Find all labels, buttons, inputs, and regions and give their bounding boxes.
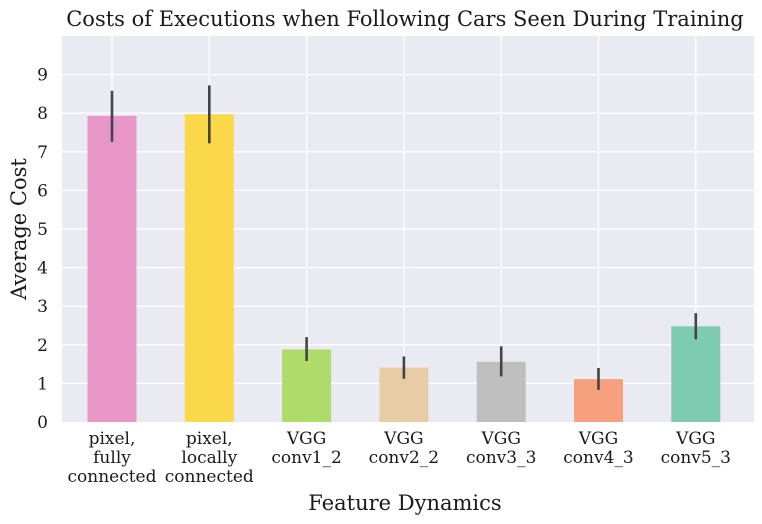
y-tick-label: 7 [37, 143, 48, 163]
x-tick-label-line: conv2_2 [369, 448, 439, 468]
x-tick-label-line: fully [93, 448, 131, 468]
y-tick-label: 6 [37, 181, 48, 201]
bars [87, 114, 721, 422]
y-tick-label: 8 [37, 104, 48, 124]
y-axis-title: Average Cost [7, 158, 31, 301]
x-tick-label-line: conv3_3 [466, 448, 536, 468]
x-tick-label: VGG conv1_2 [271, 429, 341, 468]
x-tick-label-line: conv5_3 [661, 448, 731, 468]
x-tick-label-line: VGG [675, 429, 715, 449]
y-tick-label: 0 [37, 413, 48, 433]
x-tick-label-line: locally [181, 448, 237, 468]
x-tick-label-line: pixel, [89, 429, 136, 449]
x-tick-label-line: conv1_2 [271, 448, 341, 468]
y-tick-label: 2 [37, 336, 48, 356]
x-axis-title: Feature Dynamics [308, 491, 501, 515]
y-tick-label: 3 [37, 297, 48, 317]
x-tick-label: VGG conv4_3 [563, 429, 633, 468]
x-tick-label-line: pixel, [186, 429, 233, 449]
y-tick-labels: 0 1 2 3 4 5 6 7 8 9 [37, 66, 48, 433]
x-tick-label-line: VGG [578, 429, 618, 449]
x-tick-label-line: connected [67, 467, 156, 487]
x-tick-label: VGG conv5_3 [661, 429, 731, 468]
y-tick-label: 5 [37, 220, 48, 240]
bar [184, 114, 234, 422]
y-tick-label: 1 [37, 374, 48, 394]
x-tick-label-line: VGG [480, 429, 520, 449]
bar [87, 115, 137, 422]
x-tick-label: pixel, fully connected [67, 429, 156, 487]
bar [671, 326, 721, 422]
chart-title: Costs of Executions when Following Cars … [66, 7, 744, 31]
x-tick-label-line: VGG [286, 429, 326, 449]
x-tick-label: pixel, locally connected [165, 429, 254, 487]
x-tick-label-line: VGG [383, 429, 423, 449]
error-bars [110, 85, 698, 390]
y-tick-label: 4 [37, 259, 48, 279]
x-tick-label: VGG conv2_2 [369, 429, 439, 468]
x-tick-label: VGG conv3_3 [466, 429, 536, 468]
x-tick-label-line: conv4_3 [563, 448, 633, 468]
y-tick-label: 9 [37, 66, 48, 86]
x-tick-label-line: connected [165, 467, 254, 487]
bar [282, 349, 332, 422]
